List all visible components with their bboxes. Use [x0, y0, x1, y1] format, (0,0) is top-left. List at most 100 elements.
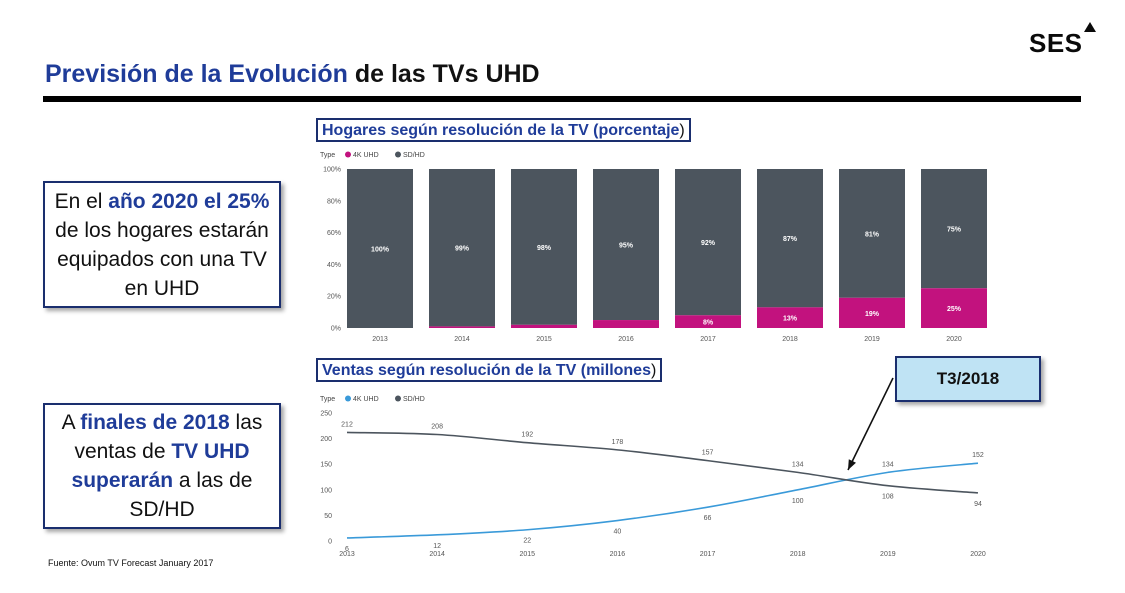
annotation-arrow [847, 377, 894, 471]
line-data-label: 178 [612, 439, 624, 446]
line-xtick-label: 2015 [519, 551, 535, 558]
line-ytick-label: 50 [324, 513, 332, 520]
line-chart-title-text: Ventas según resolución de la TV [322, 362, 577, 379]
line-xtick-label: 2019 [880, 551, 896, 558]
line-chart: Type 4K UHD SD/HD 0 50 100 150 200 250 2013 2014 20… [320, 395, 986, 558]
bar-chart-title-suffix: (porcentaje [588, 122, 680, 139]
line-xtick-label: 2018 [790, 551, 806, 558]
line-data-label: 192 [521, 432, 533, 439]
bar-sdhd-value-label: 75% [947, 227, 962, 234]
line-legend-marker-0 [345, 395, 351, 402]
line-legend-title: Type [320, 396, 335, 403]
bar-sdhd [839, 169, 905, 298]
bar-ytick-label: 80% [327, 198, 341, 205]
bar-sdhd-value-label: 95% [619, 243, 634, 250]
bar-sdhd [429, 169, 495, 327]
bar-4k-value-label: 8% [703, 320, 714, 327]
bar-legend-label-1: SD/HD [403, 152, 425, 159]
line-ytick-label: 200 [320, 436, 332, 443]
bar-4k-uhd [757, 307, 823, 328]
bar-4k-value-label: 25% [947, 306, 962, 313]
line-xtick-label: 2014 [429, 551, 445, 558]
line-xtick-label: 2017 [700, 551, 716, 558]
bar-sdhd [757, 169, 823, 308]
bar-sdhd-value-label: 99% [455, 246, 470, 253]
bar-sdhd [511, 169, 577, 325]
line-data-label: 134 [882, 461, 894, 468]
callout2-highlight-1: finales de 2018 [80, 411, 230, 434]
line-data-label: 212 [341, 421, 353, 428]
bar-4k-uhd [511, 324, 577, 328]
bar-4k-value-label: 19% [865, 311, 880, 318]
line-ytick-label: 250 [320, 411, 332, 418]
bar-sdhd-value-label: 100% [371, 247, 390, 254]
line-data-label: 94 [974, 501, 982, 508]
line-legend-label-0: 4K UHD [353, 396, 379, 403]
bar-xtick-label: 2015 [536, 336, 552, 343]
bar-sdhd-value-label: 92% [701, 240, 716, 247]
line-data-label: 157 [702, 450, 714, 457]
line-xtick-label: 2016 [610, 551, 626, 558]
bar-sdhd-value-label: 98% [537, 245, 552, 252]
line-data-label: 100 [792, 498, 804, 505]
line-xtick-label: 2020 [970, 551, 986, 558]
title-highlight: Previsión de la Evolución [45, 60, 348, 88]
title-rest: de las TVs UHD [354, 60, 540, 88]
callout2-highlight-2: TV UHD superarán [71, 440, 250, 492]
ses-logo: SES [1029, 28, 1083, 58]
bar-xtick-label: 2016 [618, 336, 634, 343]
callout1-highlight: año 2020 el 25% [108, 190, 270, 213]
line-data-label: 152 [972, 452, 984, 459]
bar-ytick-label: 20% [327, 294, 341, 301]
bar-xtick-label: 2013 [372, 336, 388, 343]
line-data-label: 6 [345, 546, 349, 553]
bar-4k-uhd [839, 297, 905, 328]
bar-4k-uhd [593, 320, 659, 328]
line-chart-title-suffix: (millones [576, 362, 651, 379]
line-series-sdhd [346, 431, 979, 494]
line-ytick-label: 150 [320, 462, 332, 469]
line-series-4k-uhd [346, 462, 979, 539]
callout2-text-a: A [61, 411, 81, 434]
bar-chart-title-text: Hogares según resolución de la TV [322, 122, 589, 139]
callout1-text-c: de los hogares estarán equipados con una… [55, 219, 269, 300]
bar-ytick-label: 60% [327, 230, 341, 237]
bar-legend-marker-1 [395, 151, 401, 158]
bar-sdhd [347, 169, 413, 328]
source-note: Fuente: Ovum TV Forecast January 2017 [48, 558, 214, 568]
line-xtick-label: 2013 [339, 551, 355, 558]
line-legend-marker-1 [395, 395, 401, 402]
line-ytick-label: 100 [320, 487, 332, 494]
title-divider [43, 96, 1081, 102]
line-data-label: 134 [792, 461, 804, 468]
bar-xtick-label: 2017 [700, 336, 716, 343]
page-title: Previsión de la Evolución de las TVs UHD [45, 60, 540, 89]
callout1-text-a: En el [54, 190, 109, 213]
line-chart-title: Ventas según resolución de la TV (millon… [316, 358, 663, 382]
bar-sdhd [593, 169, 659, 321]
line-data-label: 12 [433, 543, 441, 550]
bar-4k-value-label: 13% [783, 316, 798, 323]
line-ytick-label: 0 [328, 539, 332, 546]
bar-chart-title-close: ) [679, 122, 685, 139]
bar-chart-title: Hogares según resolución de la TV (porce… [316, 118, 691, 142]
bar-4k-uhd [921, 288, 987, 328]
bar-chart: Type 4K UHD SD/HD 0% 20% 40% 60% 80% 100% 100% 201… [320, 151, 987, 343]
bar-sdhd-value-label: 81% [865, 231, 880, 238]
bar-4k-uhd [429, 326, 495, 328]
line-data-label: 40 [614, 529, 622, 536]
line-chart-title-close: ) [650, 362, 657, 379]
callout2-text-c: las ventas de [74, 411, 263, 463]
annotation-t3-2018: T3/2018 [895, 356, 1041, 402]
bar-ytick-label: 40% [327, 262, 341, 269]
bar-xtick-label: 2019 [864, 336, 880, 343]
line-data-label: 208 [431, 424, 443, 431]
bar-sdhd [921, 169, 987, 289]
callout2-text-e: a las de SD/HD [129, 469, 253, 521]
bar-ytick-label: 100% [323, 167, 341, 174]
bar-xtick-label: 2020 [946, 336, 962, 343]
bar-sdhd-value-label: 87% [783, 236, 798, 243]
bar-xtick-label: 2014 [454, 336, 470, 343]
logo-triangle-icon [1084, 22, 1096, 32]
